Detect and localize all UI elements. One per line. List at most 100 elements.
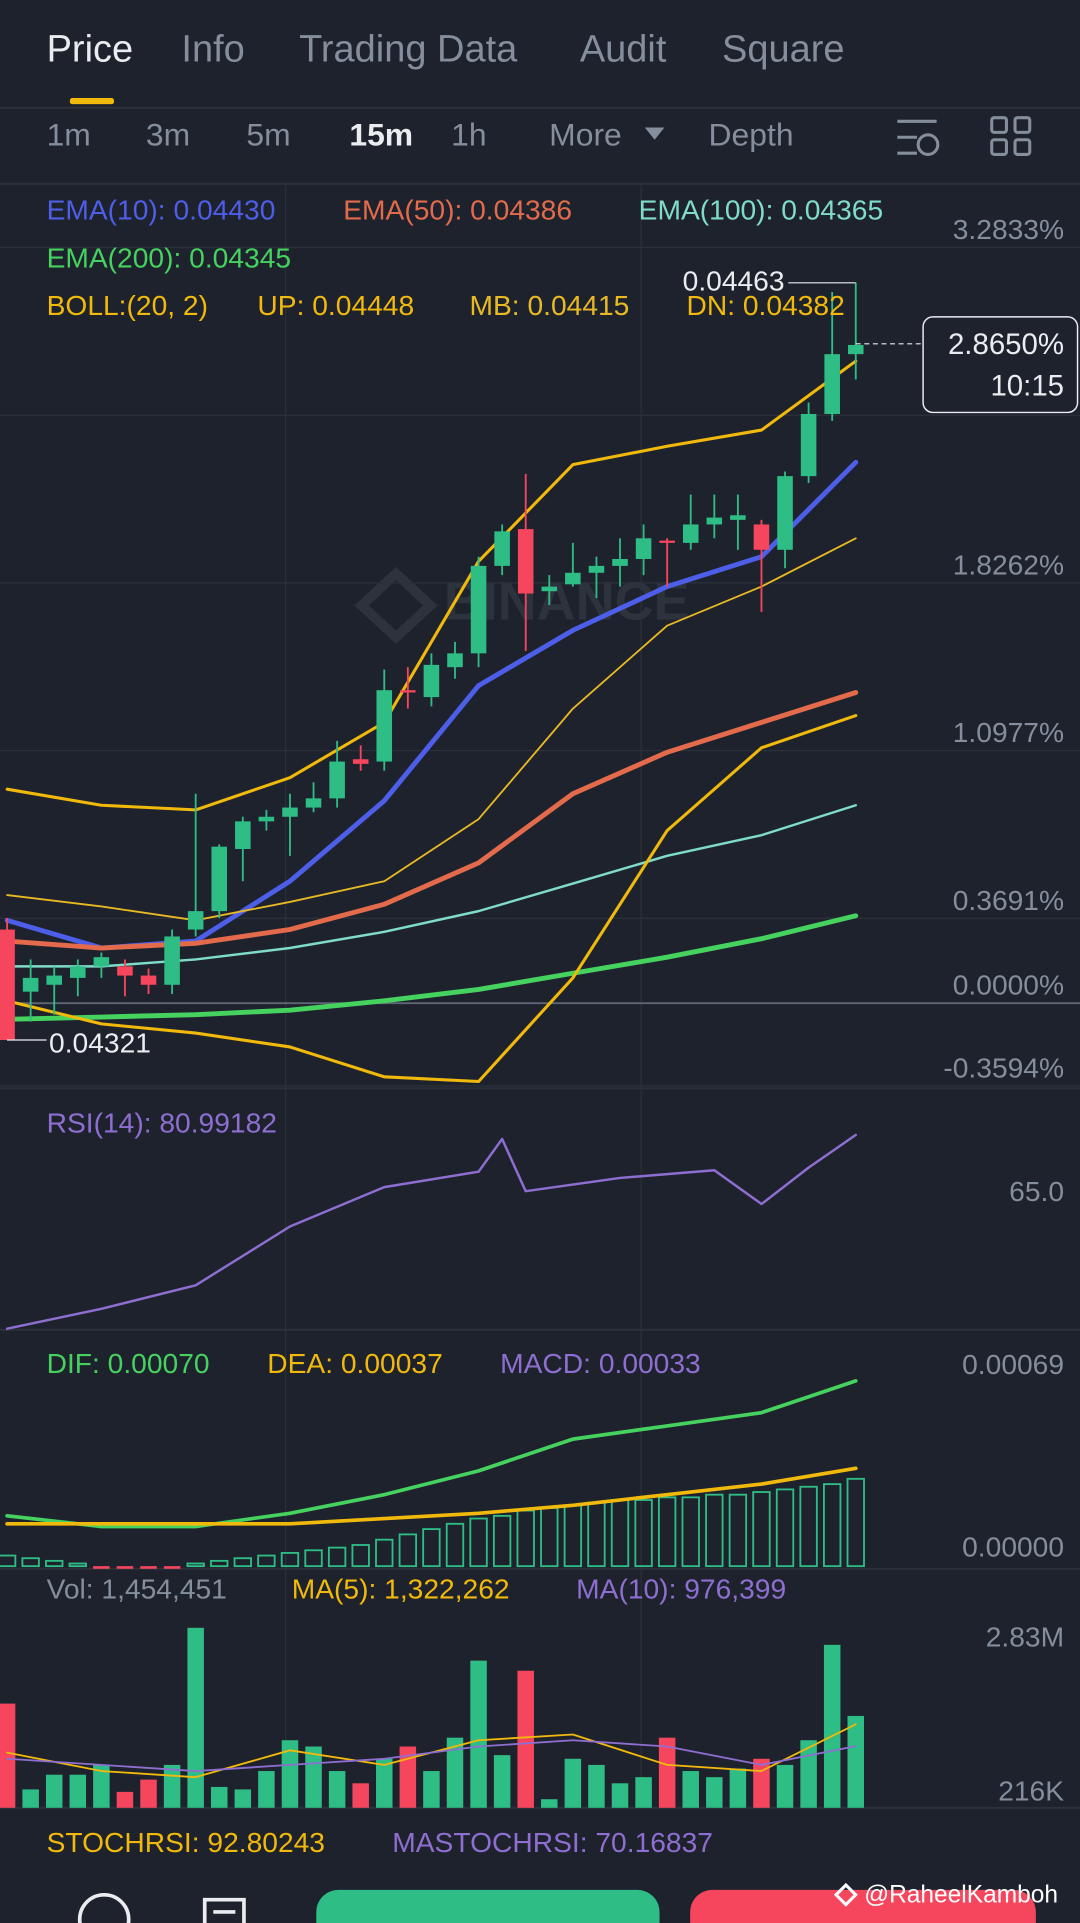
- sell-button[interactable]: [690, 1889, 1036, 1923]
- bar: [705, 1493, 724, 1568]
- y-tick-label: -0.3594%: [943, 1051, 1064, 1083]
- candle-body: [187, 911, 204, 930]
- tab[interactable]: Trading Data: [299, 29, 518, 71]
- stochrsi-label: STOCHRSI: 92.80243: [47, 1826, 325, 1858]
- buy-button[interactable]: [316, 1889, 660, 1923]
- bar: [68, 1562, 87, 1568]
- bar: [706, 1777, 723, 1808]
- candle-body: [612, 558, 628, 566]
- last-price-label: 2.8650%: [948, 328, 1064, 361]
- y-tick-label: 0.3691%: [953, 884, 1064, 916]
- legend-entry: RSI(14): 80.99182: [47, 1107, 277, 1139]
- y-tick-label: 1.0977%: [953, 716, 1064, 748]
- interval[interactable]: 5m: [246, 117, 290, 153]
- bar: [681, 1496, 700, 1568]
- orders-icon[interactable]: [202, 1897, 246, 1923]
- bar: [799, 1485, 818, 1568]
- candle-body: [376, 690, 393, 762]
- candle-body: [46, 975, 63, 985]
- interval[interactable]: 1m: [47, 117, 91, 153]
- candle-body: [22, 977, 39, 992]
- bar: [258, 1771, 275, 1808]
- bar: [469, 1517, 488, 1568]
- bar: [21, 1557, 40, 1568]
- legend-label: BOLL:(20, 2): [47, 289, 208, 321]
- candle-body: [588, 565, 605, 573]
- high-marker: 0.04463: [683, 264, 785, 296]
- more-icon[interactable]: [77, 1892, 131, 1923]
- bar: [375, 1538, 394, 1568]
- countdown: 10:15: [990, 370, 1064, 403]
- bar: [776, 1764, 794, 1808]
- series-line: [5, 359, 858, 812]
- series-line: [5, 713, 858, 1084]
- bar: [327, 1546, 347, 1568]
- watermark: @RaheelKamboh: [864, 1882, 1058, 1909]
- bar: [634, 1499, 653, 1568]
- bar: [564, 1758, 582, 1808]
- bar: [281, 1740, 299, 1808]
- interval[interactable]: 3m: [146, 117, 190, 153]
- bar: [846, 1477, 865, 1568]
- layout-icon[interactable]: [990, 116, 1032, 156]
- bar: [45, 1774, 63, 1808]
- legend-entry: DIF: 0.00070: [47, 1347, 210, 1379]
- interval-more[interactable]: More: [549, 117, 622, 153]
- candle-body: [470, 565, 487, 654]
- candle-body: [423, 664, 440, 698]
- legend-entry: EMA(200): 0.04345: [47, 241, 291, 273]
- tab[interactable]: Audit: [580, 29, 667, 71]
- candle-body: [0, 929, 15, 1041]
- y-tick-label: 0.0000%: [953, 969, 1064, 1001]
- tab[interactable]: Square: [722, 29, 845, 71]
- bar: [69, 1774, 87, 1808]
- bar: [446, 1737, 464, 1808]
- bar: [93, 1764, 110, 1808]
- bar: [116, 1566, 134, 1569]
- y-tick-label: 65.0: [1009, 1175, 1064, 1207]
- legend-entry: EMA(100): 0.04365: [639, 193, 883, 225]
- last-price-box: [922, 316, 1079, 414]
- candle-body: [706, 517, 723, 525]
- interval[interactable]: 1h: [451, 117, 486, 153]
- bar: [682, 1771, 699, 1808]
- bar: [399, 1746, 417, 1808]
- bar: [187, 1627, 204, 1808]
- candle-body: [730, 515, 746, 520]
- legend-entry: MA(5): 1,322,262: [292, 1572, 510, 1604]
- bar: [140, 1779, 157, 1808]
- bar: [116, 1791, 134, 1808]
- candle-body: [258, 816, 275, 822]
- y-tick-label: 0.00069: [962, 1348, 1064, 1380]
- candle-body: [400, 690, 416, 693]
- series-line: [5, 1133, 858, 1330]
- tab[interactable]: Price: [47, 29, 134, 71]
- series-line: [4, 690, 859, 951]
- candle-body: [800, 413, 817, 477]
- bar: [45, 1559, 64, 1568]
- bar: [0, 1554, 17, 1568]
- bar: [22, 1789, 39, 1808]
- candle-body: [93, 957, 110, 967]
- series-line: [5, 1379, 858, 1529]
- candle-body: [517, 529, 534, 594]
- tab[interactable]: Info: [181, 29, 244, 71]
- interval[interactable]: 15m: [349, 117, 413, 153]
- tab-indicator: [69, 98, 115, 105]
- legend-entry: EMA(10): 0.04430: [47, 193, 276, 225]
- legend-entry: MACD: 0.00033: [500, 1347, 701, 1379]
- y-tick-label: 3.2833%: [953, 213, 1064, 245]
- low-marker: 0.04321: [49, 1026, 151, 1058]
- candle-body: [565, 572, 581, 585]
- bar: [210, 1786, 228, 1808]
- settings-icon[interactable]: [897, 119, 940, 156]
- bar: [635, 1777, 652, 1808]
- watermark-icon: [833, 1882, 858, 1907]
- candle-body: [494, 531, 510, 566]
- candle-body: [70, 966, 86, 978]
- series-line: [4, 913, 859, 1022]
- bar: [352, 1783, 369, 1808]
- depth-tab[interactable]: Depth: [709, 117, 794, 153]
- bar: [163, 1764, 181, 1808]
